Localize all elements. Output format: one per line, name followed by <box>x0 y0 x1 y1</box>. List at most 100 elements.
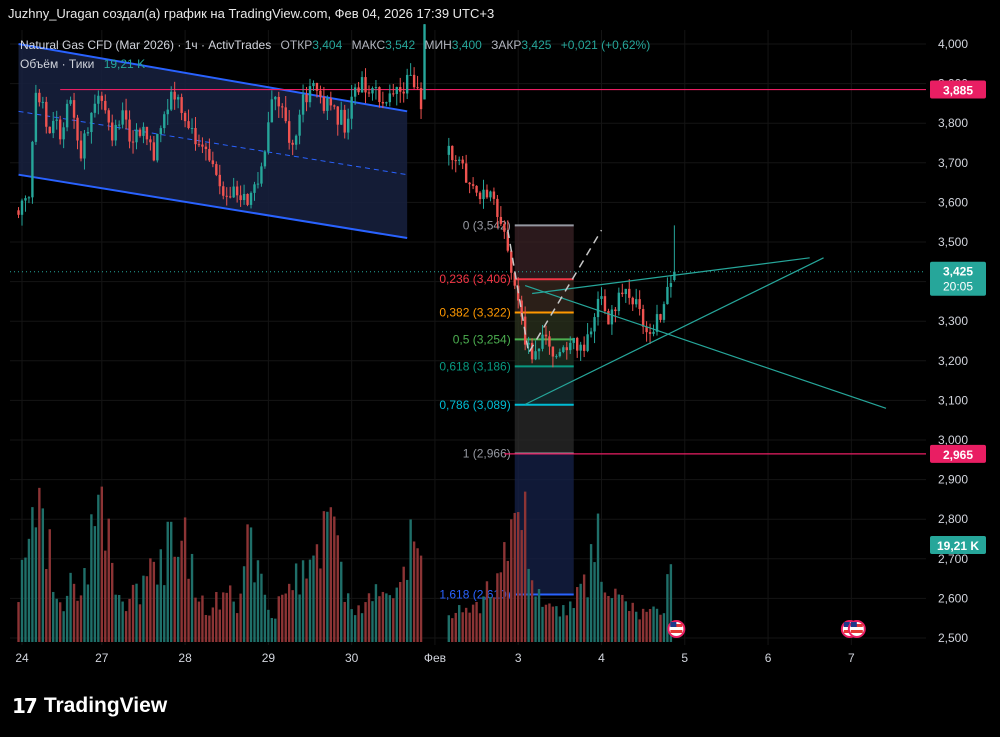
candle-body <box>645 326 648 333</box>
fib-band <box>514 366 574 405</box>
volume-tag-bg <box>930 536 986 554</box>
candle-body <box>503 223 506 232</box>
volume-bar <box>79 595 83 642</box>
volume-bar <box>666 574 669 642</box>
volume-bar <box>520 530 523 642</box>
volume-bar <box>659 614 662 642</box>
candle-body <box>631 297 634 305</box>
candle-body <box>256 183 260 185</box>
candle-body <box>166 109 169 115</box>
candle-body <box>617 292 621 312</box>
volume-bar <box>322 511 326 642</box>
candle-body <box>402 91 405 94</box>
legend-volume-label[interactable]: Объём · Тики <box>20 57 95 71</box>
volume-bar <box>374 584 378 642</box>
volume-bar <box>312 555 315 642</box>
us-event-icon <box>667 620 686 638</box>
candle-body <box>97 95 100 104</box>
fib-level-label: 0,618 (3,186) <box>439 359 510 373</box>
candle-body <box>124 110 128 120</box>
candle-body <box>239 195 242 201</box>
volume-bar <box>360 613 364 642</box>
candle-body <box>464 163 468 183</box>
volume-bar <box>215 591 218 642</box>
price-tag: 3,885 <box>930 80 986 99</box>
volume-bar <box>124 611 128 642</box>
candle-body <box>38 92 41 103</box>
candle-body <box>530 342 534 360</box>
candle-body <box>510 250 513 273</box>
candle-body <box>659 314 662 320</box>
descending-channel <box>18 43 408 240</box>
volume-bar <box>270 618 274 642</box>
candle-body <box>353 87 357 97</box>
volume-bar <box>624 601 627 642</box>
volume-bar <box>645 611 648 642</box>
candle-body <box>569 342 572 351</box>
legend-volume-row: Объём · Тики 19,21 K <box>20 57 151 71</box>
volume-bar <box>326 511 329 642</box>
time-axis-tick-label: 5 <box>681 651 688 665</box>
volume-bar <box>586 597 589 642</box>
volume-bar <box>135 583 138 642</box>
candle-body <box>589 331 593 335</box>
candle-body <box>447 145 451 155</box>
volume-bar <box>634 611 638 642</box>
candle-body <box>170 91 173 110</box>
volume-bar <box>291 590 294 642</box>
volume-bar <box>298 594 301 642</box>
fibonacci-retracement: 0 (3,542) 0,236 (3,406) 0,382 (3,322) 0,5 (… <box>439 218 574 601</box>
volume-bar <box>628 611 631 642</box>
volume-bar <box>537 589 541 642</box>
triangle-down-line <box>524 284 887 409</box>
candle-body <box>364 77 367 93</box>
candle-body <box>412 74 416 88</box>
candle-body <box>242 193 246 201</box>
volume-bar <box>343 601 346 642</box>
candle-body <box>478 192 482 200</box>
volume-bar <box>572 608 575 642</box>
legend-symbol[interactable]: Natural Gas CFD (Mar 2026) · 1ч · ActivT… <box>20 38 272 52</box>
candle-body <box>301 94 305 115</box>
tradingview-logo[interactable]: 17 TradingView <box>12 692 167 720</box>
volume-bar <box>475 601 478 642</box>
volume-bar <box>451 618 454 642</box>
candle-body <box>655 314 659 332</box>
volume-bar <box>496 573 499 642</box>
candle-body <box>187 121 190 129</box>
candle-body <box>173 91 176 100</box>
candle-body <box>343 109 346 133</box>
time-axis-tick-label: 4 <box>598 651 605 665</box>
candle-body <box>104 100 107 111</box>
candle-body <box>582 344 586 351</box>
volume-bar <box>52 591 55 642</box>
volume-bar <box>277 596 280 642</box>
time-axis-tick-label: Фев <box>424 651 446 665</box>
volume-bar <box>242 566 246 642</box>
candle-body <box>673 271 676 281</box>
volume-bar <box>367 593 371 642</box>
candle-body <box>357 87 360 93</box>
volume-bar <box>239 593 242 642</box>
candle-body <box>246 193 249 205</box>
volume-bar <box>187 578 190 642</box>
volume-bar <box>83 568 86 642</box>
candle-body <box>648 332 652 334</box>
candle-body <box>482 189 485 200</box>
price-tag-label: 2,965 <box>943 448 973 462</box>
candle-body <box>628 288 631 298</box>
candle-body <box>90 112 93 133</box>
candle-body <box>596 298 600 318</box>
volume-bar <box>364 602 367 642</box>
time-axis-tick-label: 29 <box>262 651 276 665</box>
volume-bar <box>589 544 593 642</box>
candle-body <box>135 129 138 143</box>
event-flag-stripe <box>850 630 863 633</box>
candle-body <box>579 344 582 351</box>
volume-bar <box>260 573 263 642</box>
candle-body <box>142 126 145 136</box>
volume-bar <box>555 606 558 642</box>
legend-symbol-row: Natural Gas CFD (Mar 2026) · 1ч · ActivT… <box>20 38 656 52</box>
time-axis-tick-label: 6 <box>765 651 772 665</box>
